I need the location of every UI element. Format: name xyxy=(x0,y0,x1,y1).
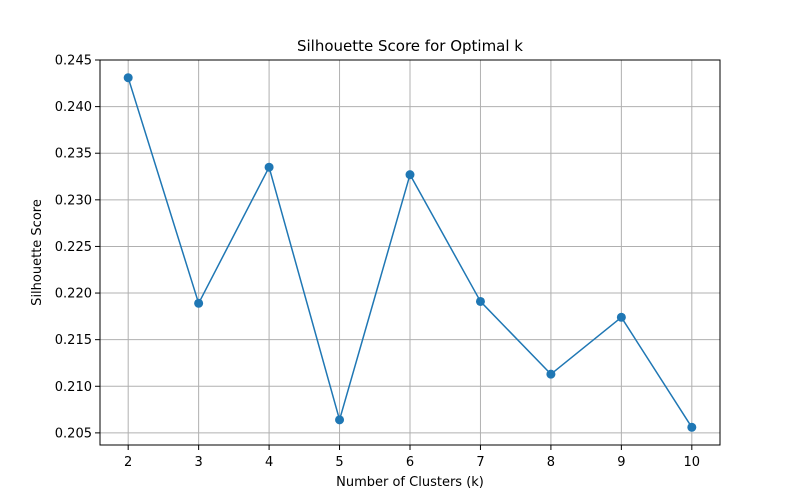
x-tick-label-2: 4 xyxy=(265,455,273,470)
data-point-0-5 xyxy=(475,296,485,306)
data-point-0-7 xyxy=(616,312,626,322)
y-tick-label-5: 0.230 xyxy=(55,193,92,208)
data-point-0-6 xyxy=(546,369,556,379)
chart-title: Silhouette Score for Optimal k xyxy=(297,37,523,55)
x-tick-label-4: 6 xyxy=(406,455,414,470)
ticks: 2 3 4 5 6 7 8 9 10 0.205 0.210 0.215 0.220 0.225 0.230… xyxy=(55,54,700,471)
x-tick-label-8: 10 xyxy=(684,455,701,470)
y-axis-title: Silhouette Score xyxy=(30,199,45,306)
y-tick-label-2: 0.215 xyxy=(55,333,92,348)
data-point-0-0 xyxy=(123,73,133,83)
data-point-0-2 xyxy=(264,162,274,172)
data-point-0-8 xyxy=(687,422,697,432)
x-axis-title: Number of Clusters (k) xyxy=(336,475,484,490)
x-tick-label-1: 3 xyxy=(194,455,202,470)
x-tick-label-3: 5 xyxy=(335,455,343,470)
y-tick-label-1: 0.210 xyxy=(55,380,92,395)
y-tick-label-7: 0.240 xyxy=(55,100,92,115)
x-tick-label-0: 2 xyxy=(124,455,132,470)
data-point-0-4 xyxy=(405,170,415,180)
y-tick-label-0: 0.205 xyxy=(55,426,92,441)
x-tick-label-5: 7 xyxy=(476,455,484,470)
data-point-0-3 xyxy=(335,415,345,425)
x-tick-label-6: 8 xyxy=(547,455,555,470)
series-layer xyxy=(123,73,697,432)
y-tick-label-6: 0.235 xyxy=(55,147,92,162)
data-point-0-1 xyxy=(194,298,204,308)
y-tick-label-3: 0.220 xyxy=(55,287,92,302)
y-tick-label-8: 0.245 xyxy=(55,54,92,69)
x-tick-label-7: 9 xyxy=(617,455,625,470)
y-tick-label-4: 0.225 xyxy=(55,240,92,255)
